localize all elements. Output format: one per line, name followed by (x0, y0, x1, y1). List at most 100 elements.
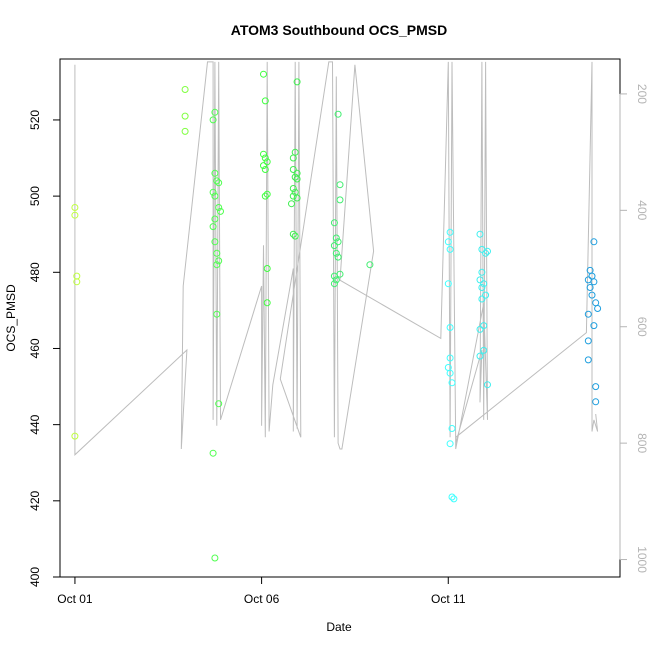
data-point (590, 278, 598, 286)
data-point (289, 154, 297, 162)
data-point (291, 173, 299, 181)
y-tick-label: 400 (28, 567, 42, 587)
data-point (336, 181, 344, 189)
data-point (332, 276, 340, 284)
pressure-line (74, 61, 599, 456)
data-point (336, 270, 344, 278)
data-point (478, 284, 486, 291)
data-point (213, 261, 221, 269)
y-tick-label: 460 (28, 338, 42, 358)
data-point (289, 192, 297, 200)
data-point (209, 223, 217, 231)
data-point (211, 169, 219, 177)
data-point (444, 280, 452, 288)
data-point (215, 179, 223, 187)
data-point (330, 280, 338, 288)
data-point (334, 110, 342, 118)
y-tick-label: 480 (28, 262, 42, 282)
data-point (289, 185, 297, 192)
data-point (261, 166, 269, 173)
data-point (478, 245, 486, 253)
data-point (71, 211, 79, 219)
data-point (260, 150, 267, 158)
secondary-tick-label: 200 (635, 84, 649, 104)
y-axis-label: OCS_PMSD (4, 284, 18, 352)
data-point (181, 86, 189, 93)
data-point (181, 127, 189, 135)
data-point (330, 242, 338, 250)
data-point (332, 249, 340, 257)
x-tick-label: Oct 01 (57, 592, 93, 606)
data-point (446, 354, 454, 362)
data-point (476, 352, 484, 360)
data-point (476, 325, 484, 333)
data-point (211, 554, 219, 562)
data-point (594, 305, 602, 312)
data-point (209, 188, 217, 196)
data-point (293, 175, 301, 183)
data-point (288, 200, 295, 208)
data-point (592, 383, 600, 391)
data-point (448, 379, 456, 387)
secondary-tick-label: 400 (635, 200, 649, 220)
data-point (482, 249, 490, 257)
data-point (584, 276, 592, 284)
data-point (334, 253, 342, 261)
data-point (291, 232, 299, 240)
data-point (586, 284, 594, 291)
data-point (476, 276, 484, 284)
data-point (450, 495, 458, 503)
data-point (211, 108, 219, 116)
data-point (478, 268, 486, 276)
data-point (260, 162, 267, 170)
data-point (211, 215, 219, 223)
data-point (448, 425, 456, 432)
data-point (261, 154, 269, 162)
pressure-lines (74, 61, 599, 456)
y-tick-label: 500 (28, 186, 42, 206)
y-tick-label: 520 (28, 110, 42, 130)
data-point (213, 177, 221, 185)
data-point (260, 70, 267, 78)
data-point (213, 310, 221, 318)
data-point (584, 310, 592, 318)
data-point (592, 398, 600, 406)
secondary-y-axis: 200 400 600 800 1000 (619, 84, 649, 573)
data-point (584, 356, 592, 364)
data-point (446, 324, 454, 331)
data-point (263, 190, 271, 198)
data-point (209, 449, 217, 457)
data-point (293, 194, 301, 202)
data-point (211, 238, 219, 246)
data-point (448, 493, 456, 501)
data-point (263, 265, 271, 272)
data-point (71, 432, 79, 440)
data-point (444, 238, 452, 246)
data-point (215, 257, 223, 265)
data-points (71, 70, 602, 562)
data-point (213, 249, 221, 257)
y-tick-label: 420 (28, 490, 42, 510)
data-point (480, 280, 488, 288)
x-tick-label: Oct 06 (244, 592, 280, 606)
x-axis: Oct 01 Oct 06 Oct 11 (57, 576, 466, 606)
data-point (590, 238, 598, 246)
data-point (209, 116, 217, 124)
data-point (215, 204, 223, 211)
data-point (446, 228, 454, 236)
chart-title: ATOM3 Southbound OCS_PMSD (231, 22, 447, 38)
data-point (590, 322, 598, 330)
data-point (261, 192, 269, 200)
data-point (336, 196, 344, 204)
data-point (263, 299, 271, 307)
data-point (480, 346, 488, 354)
data-point (366, 261, 374, 269)
data-point (446, 440, 454, 448)
data-point (71, 204, 79, 211)
data-point (446, 369, 454, 377)
data-point (261, 97, 269, 105)
data-point (73, 278, 81, 286)
data-point (215, 400, 223, 408)
data-point (263, 158, 271, 166)
